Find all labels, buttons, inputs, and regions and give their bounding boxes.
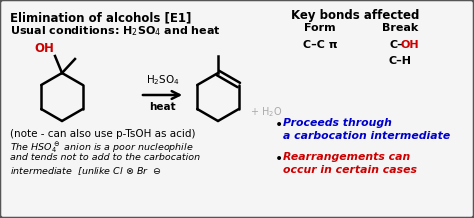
- Text: Key bonds affected: Key bonds affected: [291, 9, 419, 22]
- Text: Rearrangements can: Rearrangements can: [283, 152, 410, 162]
- Text: •: •: [275, 118, 283, 132]
- Text: H$_2$SO$_4$: H$_2$SO$_4$: [146, 73, 180, 87]
- Text: C–: C–: [390, 40, 404, 50]
- Text: + H$_2$O: + H$_2$O: [250, 105, 283, 119]
- Text: The HSO$_4^{\,\ominus}$ anion is a poor nucleophile: The HSO$_4^{\,\ominus}$ anion is a poor …: [10, 141, 193, 156]
- Text: Break: Break: [382, 23, 418, 33]
- Text: •: •: [275, 152, 283, 166]
- Text: intermediate  [unlike Cl $\otimes$ Br  $\ominus$: intermediate [unlike Cl $\otimes$ Br $\o…: [10, 165, 162, 177]
- Text: Elimination of alcohols [E1]: Elimination of alcohols [E1]: [10, 11, 191, 24]
- Text: heat: heat: [149, 102, 176, 112]
- Text: Proceeds through: Proceeds through: [283, 118, 392, 128]
- Text: C–C π: C–C π: [303, 40, 337, 50]
- Text: (note - can also use p-TsOH as acid): (note - can also use p-TsOH as acid): [10, 129, 195, 139]
- Text: OH: OH: [401, 40, 419, 50]
- Text: a carbocation intermediate: a carbocation intermediate: [283, 131, 450, 141]
- Text: occur in certain cases: occur in certain cases: [283, 165, 417, 175]
- Text: and tends not to add to the carbocation: and tends not to add to the carbocation: [10, 153, 200, 162]
- Text: C–H: C–H: [389, 56, 411, 66]
- Text: Usual conditions: H$_2$SO$_4$ and heat: Usual conditions: H$_2$SO$_4$ and heat: [10, 24, 221, 38]
- Text: OH: OH: [34, 42, 54, 55]
- Text: Form: Form: [304, 23, 336, 33]
